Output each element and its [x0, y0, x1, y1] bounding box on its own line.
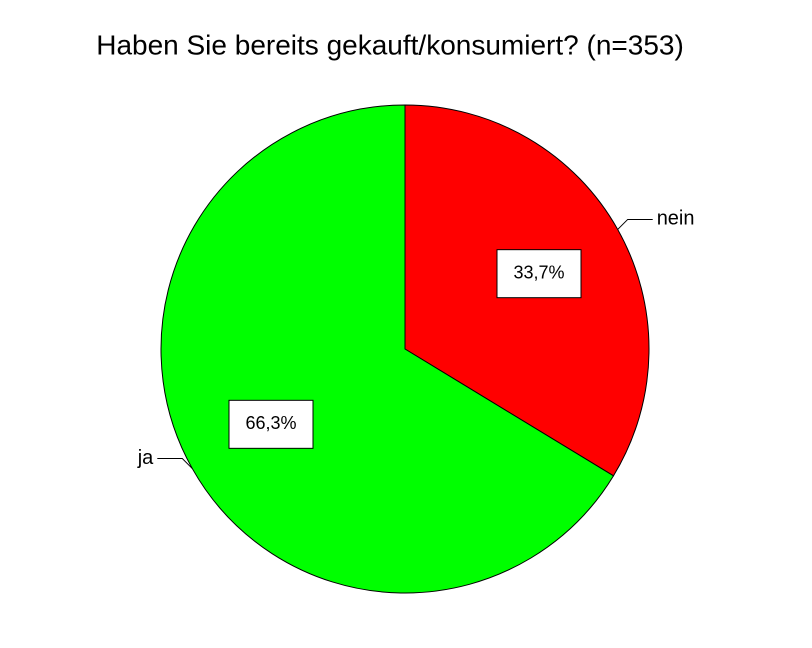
pie-slice: [160, 104, 615, 594]
category-label: nein: [657, 208, 695, 230]
value-label-box: [496, 249, 582, 299]
leader-line: [157, 458, 193, 469]
value-label-box: [228, 399, 314, 449]
chart-title: Haben Sie bereits gekauft/konsumiert? (n…: [96, 29, 684, 60]
leader-line: [617, 218, 653, 230]
category-label: ja: [137, 447, 154, 469]
value-label: 66,3%: [245, 413, 296, 433]
value-label: 33,7%: [513, 262, 564, 282]
